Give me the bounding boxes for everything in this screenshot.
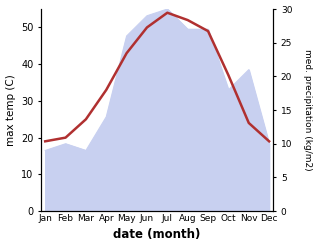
Y-axis label: max temp (C): max temp (C) [5, 74, 16, 146]
X-axis label: date (month): date (month) [114, 228, 201, 242]
Y-axis label: med. precipitation (kg/m2): med. precipitation (kg/m2) [303, 49, 313, 171]
